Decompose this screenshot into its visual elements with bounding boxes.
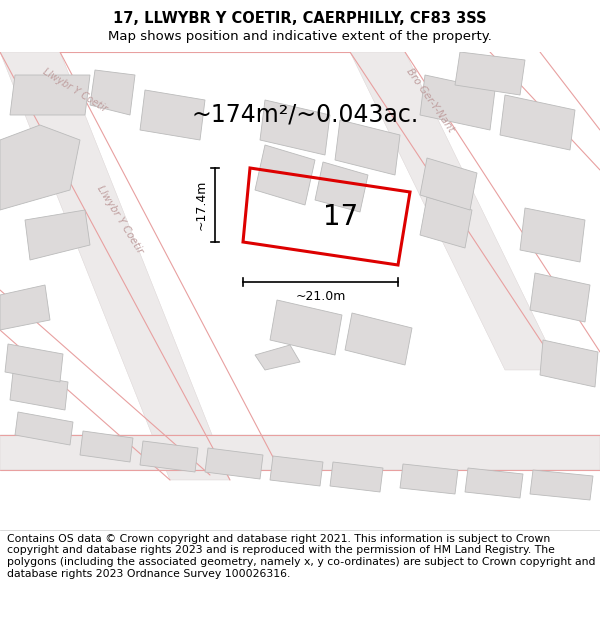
Polygon shape [400, 464, 458, 494]
Polygon shape [420, 158, 477, 210]
Polygon shape [0, 125, 80, 210]
Polygon shape [205, 448, 263, 479]
Polygon shape [260, 100, 330, 155]
Text: ~21.0m: ~21.0m [295, 290, 346, 303]
Polygon shape [315, 162, 368, 212]
Polygon shape [5, 344, 63, 382]
Polygon shape [465, 468, 523, 498]
Polygon shape [335, 120, 400, 175]
Polygon shape [500, 95, 575, 150]
Polygon shape [530, 470, 593, 500]
Polygon shape [140, 90, 205, 140]
Text: ~17.4m: ~17.4m [195, 180, 208, 230]
Polygon shape [255, 145, 315, 205]
Polygon shape [270, 300, 342, 355]
Text: 17, LLWYBR Y COETIR, CAERPHILLY, CF83 3SS: 17, LLWYBR Y COETIR, CAERPHILLY, CF83 3S… [113, 11, 487, 26]
Polygon shape [520, 208, 585, 262]
Polygon shape [25, 210, 90, 260]
Text: Bro Ger-Y-Nant: Bro Ger-Y-Nant [404, 66, 456, 134]
Polygon shape [80, 431, 133, 462]
Polygon shape [455, 52, 525, 95]
Polygon shape [540, 340, 598, 387]
Polygon shape [0, 435, 600, 470]
Text: Contains OS data © Crown copyright and database right 2021. This information is : Contains OS data © Crown copyright and d… [7, 534, 596, 579]
Polygon shape [90, 70, 135, 115]
Text: Map shows position and indicative extent of the property.: Map shows position and indicative extent… [108, 29, 492, 42]
Polygon shape [255, 345, 300, 370]
Polygon shape [0, 285, 50, 330]
Polygon shape [270, 456, 323, 486]
Polygon shape [345, 313, 412, 365]
Polygon shape [10, 372, 68, 410]
Polygon shape [420, 75, 495, 130]
Polygon shape [350, 52, 560, 370]
Text: ~174m²/~0.043ac.: ~174m²/~0.043ac. [191, 103, 419, 127]
Polygon shape [530, 273, 590, 322]
Polygon shape [140, 441, 198, 472]
Text: Llwybr Y Coetir: Llwybr Y Coetir [95, 184, 145, 256]
Polygon shape [10, 75, 90, 115]
Polygon shape [15, 412, 73, 445]
Text: Llwybr Y Coetir: Llwybr Y Coetir [41, 66, 109, 114]
Polygon shape [0, 52, 230, 480]
Text: 17: 17 [323, 202, 358, 231]
Polygon shape [330, 462, 383, 492]
Polygon shape [420, 197, 472, 248]
